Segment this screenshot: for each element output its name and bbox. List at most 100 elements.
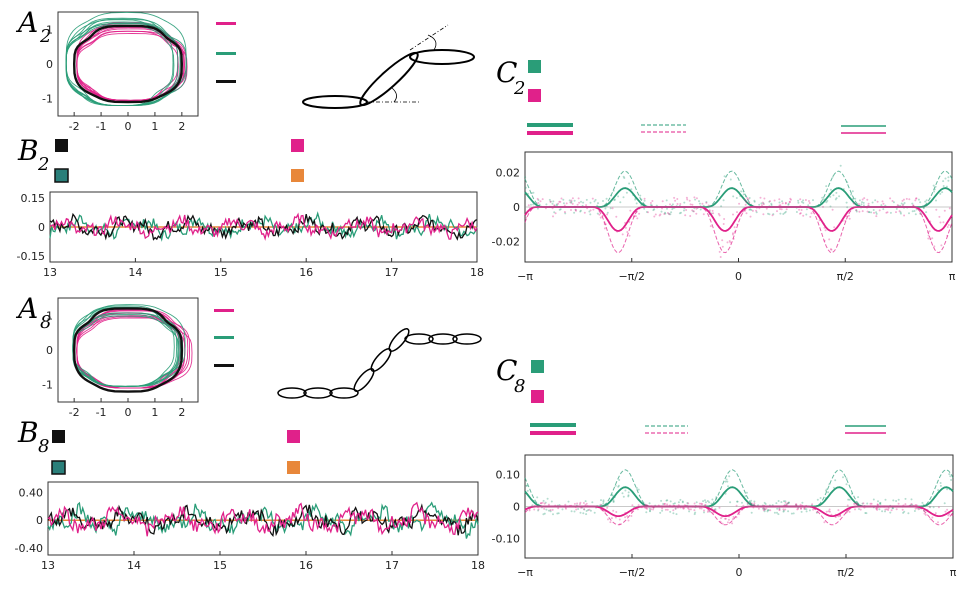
C2-green mean-sample	[755, 211, 758, 214]
C8-magenta mean-sample	[612, 509, 615, 512]
C2-magenta mean-sample	[876, 200, 879, 203]
C2-magenta mean-sample	[810, 212, 813, 215]
B8-ytick-label: 0	[36, 514, 43, 527]
C8-green mean-sample	[819, 497, 822, 499]
C2-green mean-dashed	[524, 170, 953, 208]
C2-green mean-sample	[537, 199, 540, 201]
A2-magenta-trajectory	[76, 30, 179, 101]
C8-magenta mean-sample	[910, 503, 913, 505]
C8-magenta mean-sample	[786, 502, 789, 505]
C8-green mean-sample	[848, 498, 851, 501]
B8-xtick-label: 16	[299, 559, 313, 572]
label-B8-sub: 8	[38, 436, 49, 457]
C8-magenta mean-sample	[578, 503, 581, 506]
C2-green mean-sample	[559, 208, 562, 211]
C8-green mean-sample	[764, 503, 767, 505]
C2-green mean-sample	[623, 177, 626, 179]
C2-magenta mean-sample	[885, 211, 888, 214]
legend-C2-green-bar	[527, 123, 573, 127]
body8-seg-1	[277, 387, 307, 399]
C2-magenta mean-sample	[638, 212, 641, 215]
C2-green mean-sample	[947, 176, 950, 179]
C2-magenta mean-sample	[745, 212, 748, 215]
A2-black-trajectory	[72, 24, 183, 104]
C8-magenta mean-sample	[626, 515, 629, 518]
C2-green mean-sample	[895, 207, 898, 210]
C2-green mean-sample	[670, 211, 673, 214]
C2-green mean-sample	[939, 192, 942, 195]
C8-green mean-sample	[778, 507, 781, 510]
C2-magenta mean-sample	[557, 202, 560, 205]
C2-green mean-sample	[779, 212, 782, 215]
C2-green mean-sample	[628, 182, 631, 185]
C2-magenta mean-sample	[745, 200, 748, 203]
C8-green mean-sample	[621, 492, 624, 495]
C2-green mean-sample	[748, 197, 751, 199]
C8-green mean-sample	[766, 510, 769, 513]
C8-green mean-sample	[709, 510, 712, 513]
C8-green mean-sample	[943, 502, 946, 505]
C8-magenta mean-sample	[914, 507, 917, 510]
C8-magenta mean-sample	[828, 508, 831, 511]
C8-magenta mean-sample	[682, 507, 685, 510]
A8-green-trajectory	[72, 315, 180, 387]
B8-ytick-label: 0.40	[19, 486, 44, 499]
C2-green mean-sample	[650, 204, 653, 207]
C8-green mean-sample	[627, 495, 630, 498]
B8-ytick-label: -0.40	[15, 542, 43, 555]
C8-green mean-sample	[877, 500, 879, 503]
C8-green mean-sample	[783, 500, 785, 503]
C8-green mean-sample	[815, 511, 818, 514]
C2-magenta mean-sample	[761, 204, 763, 207]
C8-magenta mean-sample	[528, 509, 531, 512]
C8-green mean-sample	[766, 509, 769, 512]
C2-green mean-sample	[589, 201, 592, 204]
C8-magenta mean-sample	[869, 502, 872, 505]
C8-magenta mean-sample	[549, 509, 552, 511]
C2-green mean-sample	[925, 199, 928, 202]
C2-magenta mean-sample	[733, 226, 736, 229]
C8-magenta mean-sample	[757, 507, 760, 510]
C2-magenta mean-sample	[685, 209, 688, 211]
C2-magenta mean-sample	[574, 208, 577, 211]
C2-magenta mean-sample	[651, 200, 654, 202]
C2-magenta mean-sample	[938, 215, 941, 218]
C2-magenta mean-sample	[541, 198, 544, 201]
C8-green mean-sample	[805, 510, 808, 513]
C8-green mean-sample	[879, 501, 882, 504]
C2-green mean-sample	[770, 204, 773, 206]
C8-magenta mean-sample	[854, 508, 856, 511]
C2-green mean-sample	[671, 208, 674, 211]
C2-green mean-sample	[933, 190, 936, 193]
chart-A8: -2 -1 0 1 2 1 0 -1	[42, 297, 199, 419]
C2-green mean-sample	[532, 203, 535, 206]
C2-green mean-sample	[825, 185, 828, 188]
C8-green mean-sample	[805, 508, 808, 511]
C8-xtick-label: π/2	[837, 566, 854, 579]
C8-magenta mean-sample	[636, 508, 639, 511]
C8-magenta mean-sample	[837, 509, 840, 512]
C8-magenta mean-sample	[875, 507, 878, 510]
label-C8-sub: 8	[514, 376, 525, 397]
C2-magenta mean-sample	[784, 201, 787, 204]
C8-green mean-sample	[662, 503, 665, 505]
C2-magenta mean-sample	[780, 208, 783, 211]
C2-green mean-sample	[851, 190, 854, 193]
C2-magenta mean-sample	[858, 210, 861, 213]
C8-magenta mean-sample	[795, 503, 798, 506]
C8-ytick-label: 0.10	[496, 468, 521, 481]
C8-magenta mean-sample	[664, 508, 667, 511]
C2-green mean-sample	[568, 199, 571, 202]
B8-xtick-label: 13	[41, 559, 55, 572]
C2-magenta mean-sample	[788, 200, 791, 203]
C2-green mean-sample	[900, 202, 903, 205]
C8-magenta mean-sample	[811, 503, 814, 506]
C2-magenta mean-sample	[718, 214, 721, 217]
C2-magenta mean-sample	[563, 204, 566, 207]
C2-green mean-sample	[913, 210, 916, 212]
C8-green mean-sample	[543, 512, 546, 515]
C2-green mean-sample	[925, 211, 928, 214]
C2-magenta mean-sample	[583, 211, 586, 214]
body2-head-ellipse	[302, 95, 368, 109]
C8-green mean-sample	[750, 511, 753, 514]
